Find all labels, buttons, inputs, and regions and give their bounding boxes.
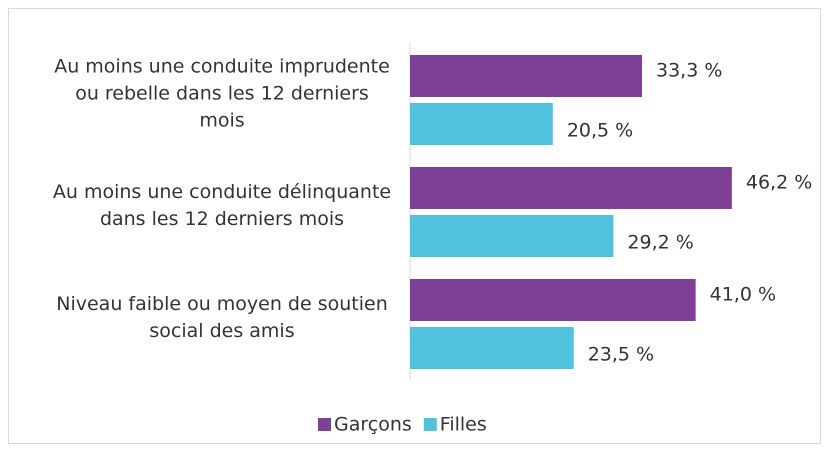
frame <box>8 8 821 444</box>
value-label: 23,5 % <box>588 344 654 366</box>
value-label: 20,5 % <box>567 120 633 142</box>
legend-swatch <box>318 418 331 431</box>
legend-label: Garçons <box>334 414 412 436</box>
category-label: Au moins une conduite délinquante dans l… <box>52 181 392 230</box>
value-label: 33,3 % <box>656 60 722 82</box>
category-label: Niveau faible ou moyen de soutien social… <box>56 293 388 342</box>
category-label: Au moins une conduite imprudente ou rebe… <box>54 55 390 132</box>
legend-label: Filles <box>440 414 487 436</box>
bar <box>410 167 732 209</box>
legend-swatch <box>423 418 437 431</box>
value-label: 46,2 % <box>746 172 812 194</box>
bar <box>410 103 553 145</box>
bar <box>410 55 642 97</box>
value-label: 41,0 % <box>710 284 776 306</box>
bar <box>410 327 574 369</box>
bar <box>410 279 696 321</box>
bar <box>410 215 614 257</box>
value-label: 29,2 % <box>627 232 693 254</box>
